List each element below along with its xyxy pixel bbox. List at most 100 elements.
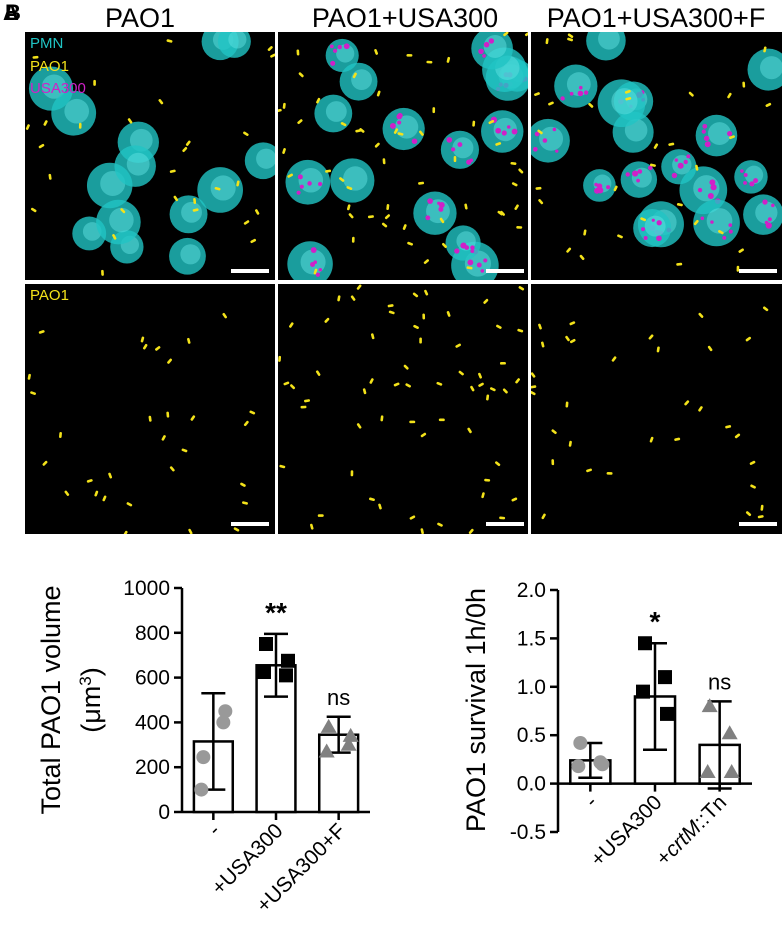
column-title-pao1: PAO1 <box>104 3 176 33</box>
pao1-bacterium <box>193 198 197 204</box>
pmn-nucleus-detail <box>300 249 326 275</box>
data-point <box>573 735 588 750</box>
pao1-bacterium <box>378 503 382 510</box>
pao1-bacterium <box>289 322 294 328</box>
pao1-bacterium <box>376 90 381 97</box>
pao1-bacterium <box>606 472 613 475</box>
usa300-dot <box>710 184 717 191</box>
pao1-bacterium <box>304 399 310 403</box>
pao1-bacterium <box>749 460 756 465</box>
pmn-nucleus-detail <box>228 32 247 49</box>
y-axis-title: Total PAO1 volume <box>36 585 66 814</box>
pao1-bacterium <box>270 53 275 58</box>
pao1-bacterium <box>738 248 744 253</box>
usa300-dot <box>700 216 705 221</box>
pao1-bacterium <box>763 46 767 53</box>
pao1-bacterium <box>698 406 703 412</box>
scale-bar <box>486 522 524 526</box>
usa300-dot <box>411 138 418 144</box>
data-point <box>318 743 335 758</box>
pao1-bacterium <box>374 142 380 148</box>
pao1-bacterium <box>568 440 572 447</box>
usa300-dot <box>597 187 604 194</box>
pao1-bacterium <box>500 210 505 216</box>
usa300-dot <box>707 193 714 200</box>
pao1-bacterium <box>478 372 482 379</box>
pao1-bacterium <box>467 427 472 434</box>
usa300-dot <box>728 223 733 227</box>
pao1-bacterium <box>495 461 501 467</box>
pao1-bacterium <box>551 459 555 466</box>
y-tick-label: 800 <box>135 622 170 645</box>
pao1-bacterium <box>734 433 741 439</box>
pao1-bacterium <box>38 330 45 334</box>
pao1-bacterium <box>424 289 429 296</box>
usa300-dot <box>495 127 502 134</box>
pao1-bacterium <box>668 142 675 146</box>
pao1-bacterium <box>676 203 683 207</box>
pao1-bacterium <box>548 101 554 106</box>
pmn-nucleus-detail <box>180 244 201 265</box>
pao1-bacterium <box>438 418 445 422</box>
usa300-dot <box>506 125 511 129</box>
usa300-dot <box>533 146 538 152</box>
pao1-bacterium <box>538 199 544 205</box>
pao1-bacterium <box>120 208 126 214</box>
data-point <box>218 704 233 719</box>
usa300-dot <box>583 90 589 95</box>
pao1-bacterium <box>290 384 296 390</box>
pao1-bacterium <box>439 217 445 224</box>
pao1-bacterium <box>101 269 104 276</box>
pao1-bacterium <box>282 148 286 154</box>
pmn-nucleus-detail <box>755 201 778 224</box>
usa300-dot <box>728 229 733 234</box>
y-tick-label: 1.5 <box>517 627 546 650</box>
usa300-dot <box>648 165 653 171</box>
pao1-bacterium <box>489 387 496 392</box>
pao1-bacterium <box>108 472 113 479</box>
pao1-bacterium <box>649 436 654 443</box>
pao1-bacterium <box>402 224 407 230</box>
pao1-bacterium <box>78 122 82 129</box>
usa300-dot <box>332 48 338 53</box>
pao1-bacterium <box>30 207 37 213</box>
pao1-bacterium <box>412 292 419 298</box>
usa300-dot <box>683 159 688 165</box>
usa300-dot <box>299 184 304 189</box>
usa300-dot <box>478 48 484 55</box>
pmn-nucleus-detail <box>744 165 764 185</box>
usa300-dot <box>697 187 703 193</box>
pao1-bacterium <box>423 259 429 265</box>
usa300-dot <box>625 172 630 177</box>
data-point <box>721 725 738 740</box>
pao1-bacterium <box>481 492 485 499</box>
pao1-bacterium <box>483 298 489 304</box>
pao1-bacterium <box>426 60 433 64</box>
pmn-nucleus-detail <box>598 32 620 50</box>
y-tick-label: 200 <box>135 756 170 779</box>
pao1-bacterium <box>718 230 724 235</box>
pao1-bacterium <box>351 236 355 243</box>
usa300-dot <box>483 258 488 263</box>
pao1-bacterium <box>656 346 660 353</box>
pao1-bacterium <box>464 203 468 210</box>
pao1-bacterium <box>325 169 332 173</box>
usa300-dot <box>569 91 574 96</box>
usa300-dot <box>470 249 475 254</box>
usa300-dot <box>651 218 655 222</box>
usa300-dot <box>578 85 583 90</box>
micrograph-top-pao1-usa300-f <box>531 32 782 280</box>
data-point <box>571 759 586 774</box>
micrograph-bottom-pao1 <box>25 284 275 534</box>
pao1-bacterium <box>648 334 654 340</box>
data-point <box>342 727 359 742</box>
usa300-dot <box>560 96 565 101</box>
pao1-bacterium <box>370 333 375 340</box>
pao1-bacterium <box>48 173 52 180</box>
pao1-bacterium <box>545 38 549 45</box>
y-tick-label: 0.5 <box>517 724 546 747</box>
pao1-bacterium <box>27 373 31 380</box>
pao1-bacterium <box>350 470 354 477</box>
pao1-bacterium <box>143 343 148 350</box>
pao1-bacterium <box>278 108 282 113</box>
